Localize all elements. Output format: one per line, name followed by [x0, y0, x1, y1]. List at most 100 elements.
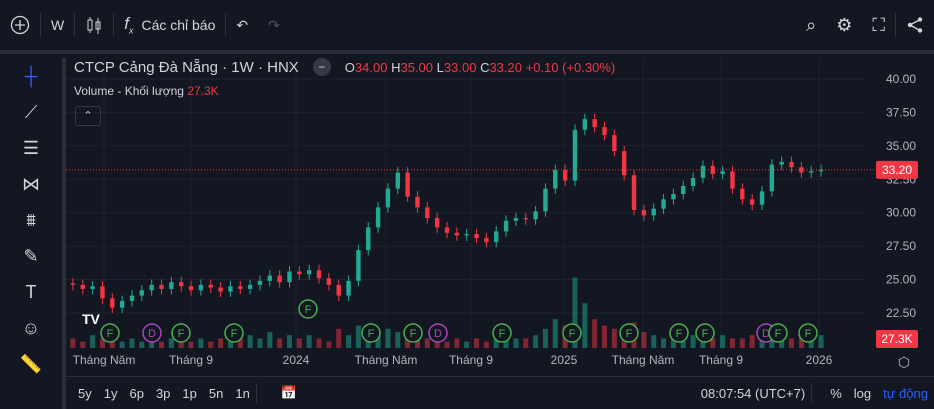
- range-6p[interactable]: 6p: [129, 385, 144, 401]
- add-symbol-button[interactable]: [0, 0, 40, 50]
- candle: [277, 275, 282, 283]
- range-1n[interactable]: 1n: [235, 385, 250, 401]
- candle: [385, 188, 391, 208]
- share-button[interactable]: [896, 0, 934, 50]
- fullscreen-button[interactable]: ⛶: [862, 0, 895, 50]
- range-5n[interactable]: 5n: [208, 385, 224, 401]
- range-1y[interactable]: 1y: [103, 385, 118, 401]
- candle: [208, 284, 213, 288]
- trendline-tool[interactable]: ⟋: [0, 94, 62, 130]
- event-marker-F[interactable]: F: [669, 323, 689, 343]
- volume-bar: [739, 338, 745, 348]
- candle: [306, 270, 312, 275]
- text-tool[interactable]: T: [0, 274, 62, 310]
- volume-bar: [641, 332, 647, 348]
- prediction-tool[interactable]: ⩩: [0, 202, 62, 238]
- candle: [494, 231, 499, 243]
- volume-bar: [789, 338, 795, 348]
- candle: [395, 172, 400, 189]
- event-marker-F[interactable]: F: [100, 323, 120, 343]
- volume-bar: [306, 335, 312, 348]
- hide-series-button[interactable]: −: [312, 58, 331, 76]
- goto-date-button[interactable]: 📅: [269, 385, 309, 401]
- candle: [375, 207, 381, 228]
- prediction-icon: ⩩: [26, 209, 36, 230]
- candle: [159, 284, 164, 289]
- bottom-bar: 5y 1y 6p 3p 1p 5n 1n 📅 08:07:54 (UTC+7) …: [66, 376, 934, 409]
- candle: [681, 185, 686, 194]
- event-marker-F[interactable]: F: [768, 323, 788, 343]
- candle: [238, 286, 243, 289]
- snapshot-button[interactable]: ⌕: [796, 0, 826, 50]
- candle: [366, 227, 371, 251]
- candle: [247, 284, 253, 289]
- range-3p[interactable]: 3p: [155, 385, 171, 401]
- y-tick-label: 22.50: [886, 306, 916, 320]
- volume-bar: [188, 341, 194, 348]
- candle: [720, 171, 725, 174]
- brush-tool[interactable]: ✎: [0, 238, 62, 274]
- candle: [523, 218, 528, 220]
- volume-bar: [710, 338, 716, 348]
- volume-bar: [208, 341, 214, 348]
- crosshair-tool[interactable]: ┼: [0, 58, 62, 94]
- gear-icon: ⚙: [836, 14, 853, 35]
- volume-bar: [582, 303, 588, 348]
- indicators-button[interactable]: fx Các chỉ báo: [114, 0, 225, 50]
- svg-text:F: F: [626, 328, 633, 340]
- clock: 08:07:54 (UTC+7): [700, 385, 806, 401]
- log-toggle[interactable]: log: [853, 385, 872, 401]
- volume-bar: [513, 338, 519, 348]
- event-marker-F[interactable]: F: [798, 323, 818, 343]
- percent-toggle[interactable]: %: [830, 385, 842, 401]
- volume-bar: [798, 335, 804, 348]
- emoji-tool[interactable]: ☺: [0, 310, 62, 346]
- range-5y[interactable]: 5y: [78, 385, 92, 401]
- event-marker-F[interactable]: F: [492, 323, 512, 343]
- fullscreen-icon: ⛶: [872, 14, 885, 35]
- svg-text:F: F: [231, 328, 238, 340]
- chart-type-button[interactable]: [75, 0, 113, 50]
- svg-text:F: F: [569, 328, 576, 340]
- redo-button[interactable]: ↷: [258, 0, 290, 50]
- range-1p[interactable]: 1p: [182, 385, 197, 401]
- fib-tool[interactable]: ☰: [0, 130, 62, 166]
- candle: [415, 196, 420, 208]
- event-marker-D[interactable]: D: [428, 323, 448, 343]
- candle: [139, 290, 145, 296]
- candle: [228, 286, 233, 292]
- event-marker-F[interactable]: F: [224, 323, 244, 343]
- event-marker-F[interactable]: F: [298, 299, 318, 319]
- candle: [267, 275, 273, 281]
- event-marker-F[interactable]: F: [171, 323, 191, 343]
- event-marker-F[interactable]: F: [403, 323, 423, 343]
- svg-text:D: D: [434, 328, 442, 340]
- event-marker-F[interactable]: F: [695, 323, 715, 343]
- settings-button[interactable]: ⚙: [826, 0, 862, 50]
- volume-bar: [592, 319, 598, 348]
- collapse-legend-button[interactable]: ⌃: [75, 106, 101, 126]
- candle: [169, 282, 174, 289]
- price-chart[interactable]: 40.0037.5035.0032.5030.0027.5025.0022.50…: [66, 58, 934, 371]
- ruler-tool[interactable]: 📏: [0, 346, 62, 382]
- ruler-icon: 📏: [19, 353, 43, 374]
- y-tick-label: 30.00: [886, 206, 916, 220]
- event-marker-F[interactable]: F: [562, 323, 582, 343]
- svg-text:D: D: [762, 328, 770, 340]
- auto-toggle[interactable]: tự động: [883, 385, 928, 401]
- candle: [513, 218, 519, 221]
- candle: [730, 171, 735, 189]
- y-tick-label: 25.00: [886, 273, 916, 287]
- pattern-tool[interactable]: ⋈: [0, 166, 62, 202]
- candle: [218, 287, 223, 292]
- event-marker-F[interactable]: F: [361, 323, 381, 343]
- undo-button[interactable]: ↶: [226, 0, 258, 50]
- interval-button[interactable]: W: [51, 17, 65, 33]
- event-marker-D[interactable]: D: [142, 323, 162, 343]
- svg-text:F: F: [178, 328, 185, 340]
- event-marker-F[interactable]: F: [619, 323, 639, 343]
- volume-bar: [611, 328, 617, 348]
- candle: [641, 210, 647, 216]
- volume-bar: [444, 341, 450, 348]
- fx-icon: fx: [124, 14, 134, 36]
